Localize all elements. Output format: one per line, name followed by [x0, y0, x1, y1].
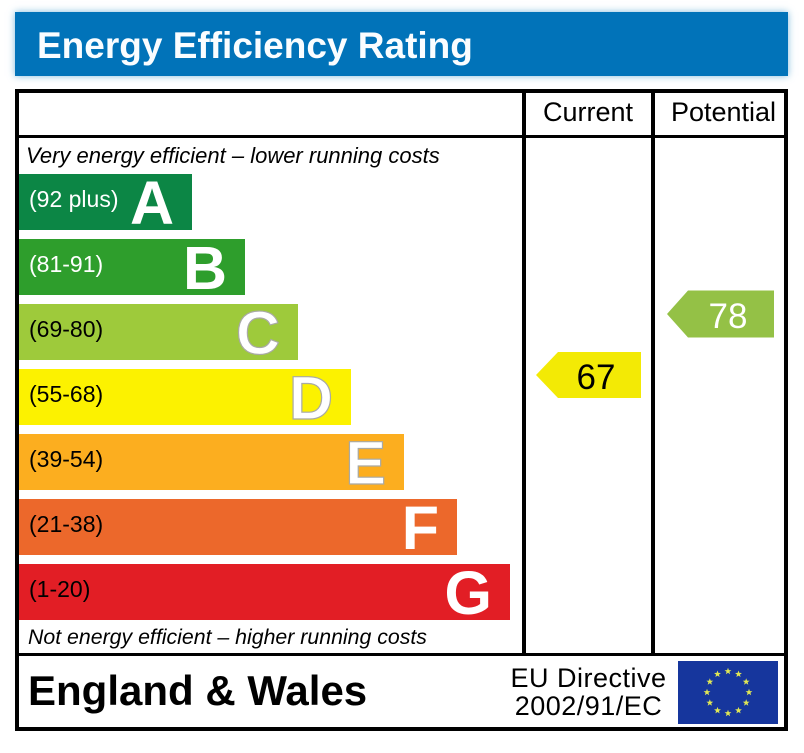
- svg-text:78: 78: [709, 297, 748, 336]
- svg-text:67: 67: [577, 358, 616, 397]
